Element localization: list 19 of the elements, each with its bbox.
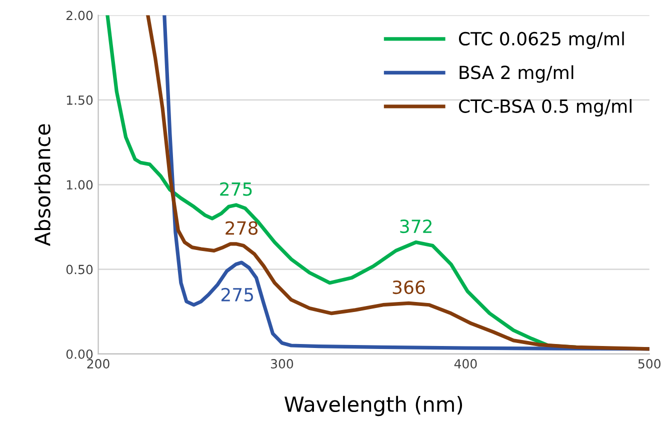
x-tick-label: 400	[454, 359, 477, 369]
x-axis-title: Wavelength (nm)	[284, 396, 462, 416]
y-tick-label: 0.00	[66, 349, 93, 359]
legend-label: CTC 0.0625 mg/ml	[458, 32, 624, 50]
y-tick-label: 0.50	[66, 264, 93, 274]
y-tick-label: 1.00	[66, 180, 93, 190]
x-tick-label: 500	[638, 359, 660, 369]
legend-label: BSA 2 mg/ml	[460, 65, 574, 83]
x-tick-label: 300	[271, 359, 294, 369]
annotation: 372	[400, 219, 432, 234]
y-tick-label: 1.50	[66, 95, 93, 105]
annotation: 366	[392, 280, 425, 294]
legend-label: CTC-BSA 0.5 mg/ml	[458, 98, 632, 116]
annotation: 275	[221, 288, 254, 302]
y-tick-label: 2.00	[66, 10, 93, 20]
y-axis-title: Absorbance	[34, 124, 50, 246]
annotation: 278	[226, 221, 258, 235]
annotation: 275	[220, 182, 252, 196]
x-tick-label: 200	[87, 359, 110, 369]
